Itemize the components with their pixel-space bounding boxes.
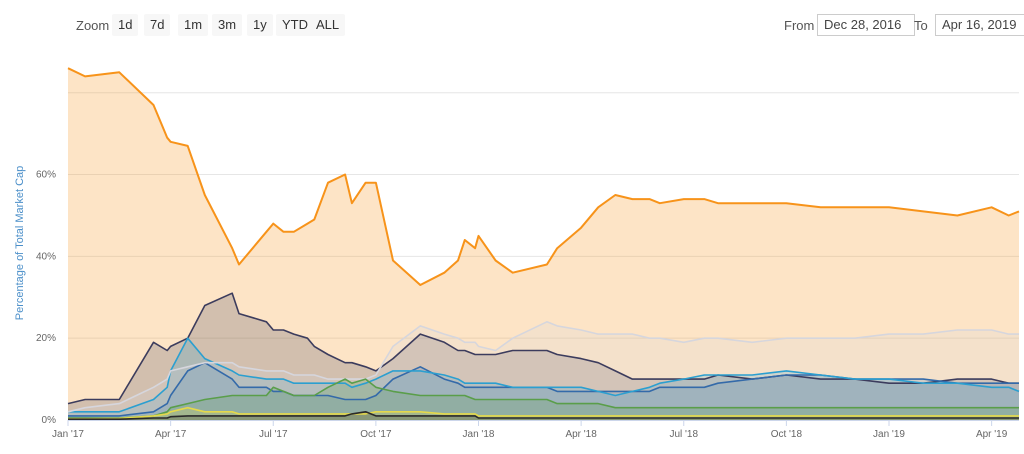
x-tick-label: Jan '18 [463, 429, 495, 440]
x-tick-label: Jan '17 [52, 429, 84, 440]
to-label: To [914, 18, 928, 33]
x-tick-label: Apr '19 [976, 429, 1008, 440]
zoom-1y-button[interactable]: 1y [247, 14, 273, 36]
range-selector: Zoom 1d 7d 1m 3m 1y YTD ALL From Dec 28,… [0, 0, 1024, 48]
series-line-5 [67, 321, 1019, 413]
series-lines [67, 67, 1020, 420]
series-area-1 [68, 68, 1019, 420]
y-tick-label: 40% [36, 251, 56, 262]
x-tick-label: Jul '18 [669, 429, 698, 440]
series-area-4 [68, 338, 1019, 420]
to-date-input[interactable]: Apr 16, 2019 [935, 14, 1024, 36]
series-areas [68, 68, 1019, 420]
series-area-8 [68, 411, 1019, 420]
y-tick-label: 0% [42, 415, 57, 426]
axes: 0% 20% 40% 60% Jan '17 Apr '17 Jul '17 Oct '17 J… [36, 170, 1019, 440]
series-area-7 [68, 407, 1019, 420]
from-label: From [784, 18, 815, 33]
x-tick-label: Oct '17 [360, 429, 392, 440]
series-area-2 [68, 293, 1019, 420]
x-tick-label: Jan '19 [873, 429, 905, 440]
zoom-1d-button[interactable]: 1d [112, 14, 139, 36]
series-area-3 [68, 362, 1019, 420]
zoom-3m-button[interactable]: 3m [212, 14, 243, 36]
zoom-1m-button[interactable]: 1m [178, 14, 209, 36]
zoom-7d-button[interactable]: 7d [144, 14, 171, 36]
y-tick-label: 20% [36, 333, 56, 344]
x-tick-label: Oct '18 [771, 429, 803, 440]
series-line-1 [67, 67, 1020, 286]
series-line-3 [68, 361, 1019, 417]
x-tick-label: Jul '17 [259, 429, 288, 440]
series-line-4 [68, 337, 1020, 413]
series-line-7 [68, 406, 1019, 420]
series-line-6 [68, 378, 1019, 419]
y-axis-title: Percentage of Total Market Cap [14, 166, 26, 321]
y-tick-label: 60% [36, 170, 56, 181]
zoom-ytd-button[interactable]: YTD [276, 14, 314, 36]
zoom-all-button[interactable]: ALL [310, 14, 346, 36]
x-tick-label: Apr '17 [155, 429, 187, 440]
zoom-label: Zoom [76, 18, 110, 33]
x-tick-label: Apr '18 [565, 429, 597, 440]
from-date-input[interactable]: Dec 28, 2016 [817, 14, 915, 36]
series-line-8 [68, 411, 1019, 420]
